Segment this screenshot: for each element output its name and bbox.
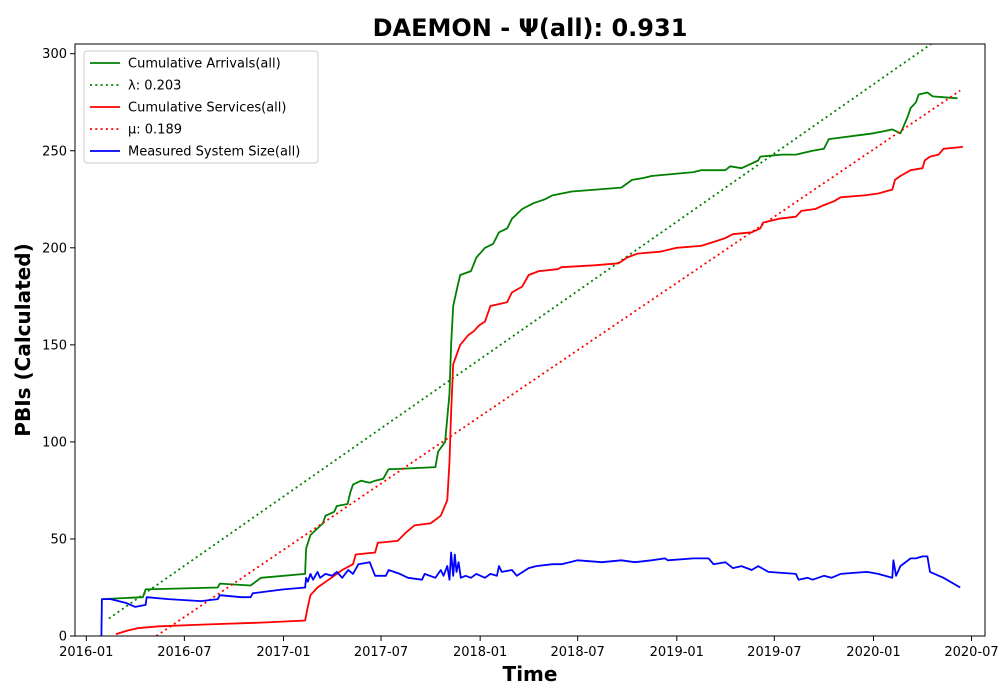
y-tick-label: 0 — [59, 630, 67, 645]
y-axis-title: PBIs (Calculated) — [11, 243, 35, 436]
x-tick-label: 2019-07 — [747, 645, 801, 660]
legend-label: Cumulative Services(all) — [128, 101, 286, 116]
x-tick-label: 2019-01 — [650, 645, 704, 660]
y-tick-label: 300 — [42, 47, 67, 62]
series-line-4 — [155, 89, 961, 636]
legend-label: Cumulative Arrivals(all) — [128, 57, 281, 72]
x-tick-label: 2016-01 — [59, 645, 113, 660]
axes: 2016-01 2016-07 2017-01 2017-07 2018-01 2018-… — [42, 47, 999, 660]
y-tick-label: 200 — [42, 241, 67, 256]
y-tick-label: 250 — [42, 144, 67, 159]
legend: Cumulative Arrivals(all) λ: 0.203 Cumulati… — [83, 50, 319, 164]
x-tick-label: 2018-01 — [453, 645, 507, 660]
legend-box — [83, 50, 319, 164]
x-tick-label: 2018-07 — [551, 645, 605, 660]
x-tick-label: 2020-01 — [846, 645, 900, 660]
series-line-3 — [115, 146, 963, 635]
legend-label: λ: 0.203 — [128, 79, 181, 94]
y-tick-label: 150 — [42, 338, 67, 353]
x-tick-label: 2016-07 — [157, 645, 211, 660]
x-axis-title: Time — [503, 662, 558, 686]
y-tick-label: 50 — [50, 532, 67, 547]
series-line-5 — [100, 551, 961, 636]
plot-frame — [74, 43, 986, 637]
y-tick-label: 100 — [42, 435, 67, 450]
x-tick-label: 2020-07 — [944, 645, 998, 660]
legend-label: μ: 0.189 — [128, 123, 182, 138]
legend-label: Measured System Size(all) — [128, 145, 300, 160]
x-tick-label: 2017-07 — [354, 645, 408, 660]
x-tick-label: 2017-01 — [256, 645, 310, 660]
plot-area — [100, 44, 963, 636]
chart-title: DAEMON - Ψ(all): 0.931 — [373, 14, 688, 42]
series-line-1 — [102, 91, 958, 600]
